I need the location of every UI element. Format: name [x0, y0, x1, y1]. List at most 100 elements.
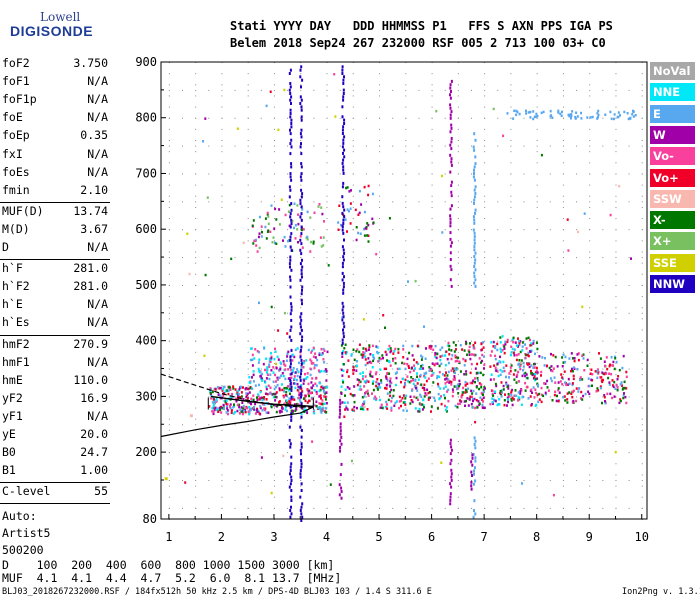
- echo-column-point: [449, 237, 452, 241]
- echo-point: [385, 406, 387, 409]
- grid-dot: [418, 452, 420, 454]
- grid-dot: [365, 257, 367, 259]
- echo-point: [346, 208, 349, 211]
- echo-point: [525, 373, 528, 376]
- echo-column-point: [300, 402, 303, 406]
- grid-dot: [182, 117, 184, 119]
- echo-point: [307, 348, 310, 352]
- grid-dot: [523, 89, 525, 91]
- grid-dot: [510, 95, 512, 97]
- echo-column-point: [300, 519, 303, 522]
- echo-point: [346, 368, 349, 372]
- echo-column-point: [342, 255, 345, 259]
- echo-point: [583, 212, 586, 215]
- echo-point: [323, 220, 325, 223]
- grid-dot: [615, 407, 617, 409]
- echo-point: [265, 398, 268, 401]
- echo-point: [536, 114, 539, 118]
- echo-point: [603, 360, 606, 363]
- echo-point: [492, 345, 495, 348]
- grid-dot: [326, 262, 328, 264]
- echo-point: [239, 408, 242, 412]
- grid-dot: [484, 452, 486, 454]
- echo-point: [604, 400, 606, 403]
- grid-dot: [641, 117, 643, 119]
- grid-dot: [562, 440, 564, 442]
- grid-dot: [562, 340, 564, 342]
- echo-point: [306, 210, 309, 214]
- echo-column-point: [339, 473, 342, 477]
- echo-point: [530, 342, 533, 345]
- grid-dot: [484, 206, 486, 208]
- grid-dot: [221, 307, 223, 309]
- grid-dot: [615, 218, 617, 220]
- grid-dot: [484, 362, 486, 364]
- grid-dot: [247, 329, 249, 331]
- echo-point: [591, 384, 593, 387]
- grid-dot: [405, 452, 407, 454]
- echo-point: [513, 109, 516, 113]
- trace-layer: [160, 373, 314, 481]
- echo-point: [625, 375, 628, 379]
- echo-point: [470, 362, 473, 366]
- grid-dot: [536, 117, 538, 119]
- echo-point: [314, 382, 317, 385]
- echo-point: [630, 257, 632, 260]
- echo-point: [280, 374, 283, 377]
- echo-column-point: [300, 205, 303, 209]
- grid-dot: [208, 424, 210, 426]
- grid-dot: [260, 89, 262, 91]
- grid-dot: [195, 262, 197, 264]
- echo-point: [265, 357, 268, 360]
- grid-dot: [339, 117, 341, 119]
- param-value: N/A: [87, 408, 108, 423]
- grid-dot: [326, 195, 328, 197]
- grid-dot: [405, 474, 407, 476]
- echo-point: [469, 357, 472, 361]
- grid-dot: [247, 479, 249, 481]
- echo-point: [616, 378, 619, 381]
- echo-point: [605, 372, 608, 375]
- echo-point: [429, 391, 431, 394]
- grid-dot: [379, 106, 381, 108]
- echo-point: [402, 356, 405, 359]
- echo-point: [421, 355, 424, 359]
- grid-dot: [431, 151, 433, 153]
- echo-point: [385, 403, 388, 406]
- grid-dot: [536, 262, 538, 264]
- echo-point: [477, 379, 479, 382]
- echo-point: [380, 357, 382, 361]
- grid-dot: [326, 485, 328, 487]
- echo-point: [364, 355, 367, 358]
- grid-dot: [208, 229, 210, 231]
- echo-point: [444, 382, 447, 385]
- echo-point: [596, 387, 599, 390]
- echo-column-point: [300, 372, 302, 376]
- x-tick-label: 9: [586, 530, 593, 544]
- echo-point: [291, 359, 294, 362]
- echo-point: [375, 384, 378, 388]
- echo-column-point: [341, 132, 344, 135]
- grid-dot: [562, 452, 564, 454]
- grid-dot: [536, 184, 538, 186]
- echo-column-point: [341, 128, 344, 132]
- echo-point: [223, 385, 226, 389]
- echo-column-point: [343, 238, 345, 242]
- echo-point: [277, 358, 280, 361]
- grid-dot: [313, 396, 315, 398]
- grid-dot: [641, 340, 643, 342]
- grid-dot: [536, 485, 538, 487]
- echo-point: [313, 366, 316, 370]
- grid-dot: [273, 407, 275, 409]
- grid-dot: [273, 485, 275, 487]
- grid-dot: [405, 240, 407, 242]
- echo-point: [606, 367, 609, 371]
- echo-point: [550, 114, 553, 117]
- grid-dot: [431, 385, 433, 387]
- param-row: foEs N/A: [2, 165, 108, 183]
- echo-point: [253, 408, 256, 411]
- echo-column-point: [290, 218, 293, 222]
- echo-point: [270, 305, 273, 309]
- echo-point: [483, 406, 486, 410]
- echo-point: [376, 350, 379, 354]
